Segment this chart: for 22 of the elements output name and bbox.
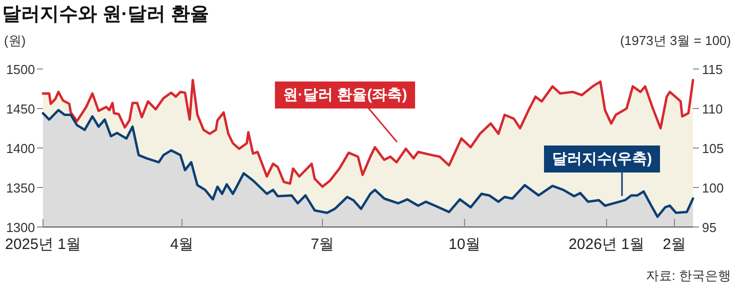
y2-tick-label: 100 (702, 180, 724, 196)
x-tick-label: 10월 (448, 236, 480, 253)
x-tick-label: 4월 (170, 236, 194, 253)
x-tick-label: 2월 (662, 236, 686, 253)
y2-tick-label: 105 (702, 141, 724, 156)
chart-title: 달러지수와 원·달러 환율 (2, 4, 209, 25)
y-tick-label: 1300 (6, 220, 35, 235)
text: 자료: 한국은행 (646, 268, 731, 283)
y2-tick-label: 110 (702, 102, 723, 116)
y2-tick-label: 115 (702, 62, 723, 77)
y2-tick-label: 95 (702, 220, 716, 235)
y2-axis-title: (1973년 3월 = 100) (620, 33, 731, 48)
x-tick-label: 2025년 1월 (5, 236, 81, 253)
annotation: 달러지수(우축) (552, 150, 652, 168)
y-axis-title: (원) (4, 33, 26, 48)
x-tick-label: 2026년 1월 (568, 236, 644, 253)
y-tick-label: 1350 (6, 180, 35, 196)
x-tick-label: 7월 (310, 236, 334, 253)
y-tick-label: 1450 (6, 102, 35, 116)
y-tick-label: 1500 (6, 62, 35, 77)
annotation: 원·달러 환율(좌축) (282, 86, 408, 104)
y-tick-label: 1400 (6, 141, 35, 156)
